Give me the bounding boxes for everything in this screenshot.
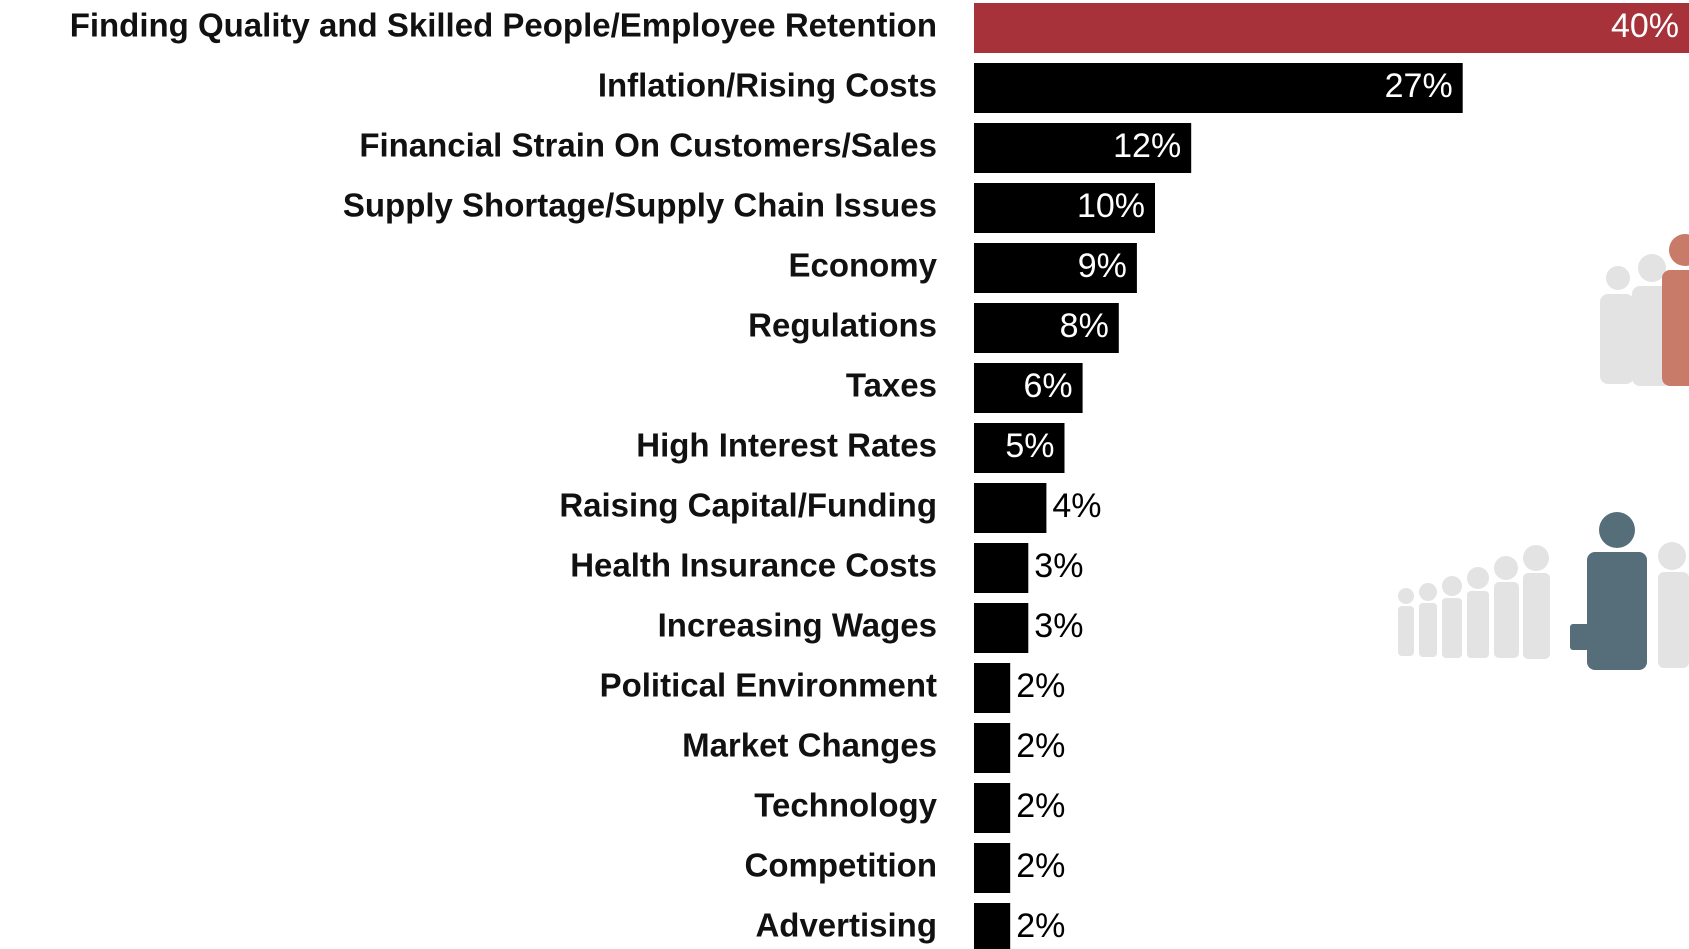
- bar: [974, 183, 1155, 233]
- category-label: Raising Capital/Funding: [559, 487, 937, 524]
- value-label: 27%: [1385, 67, 1453, 105]
- workers-icon-top: [1600, 234, 1689, 386]
- bar: [974, 363, 1083, 413]
- bar: [974, 843, 1011, 893]
- bar: [974, 903, 1011, 949]
- category-label: Health Insurance Costs: [570, 547, 937, 584]
- category-label: Competition: [745, 847, 937, 884]
- category-label: Political Environment: [600, 667, 937, 704]
- category-label: Supply Shortage/Supply Chain Issues: [343, 187, 937, 224]
- bar: [974, 123, 1192, 173]
- bar: [974, 543, 1029, 593]
- bar: [974, 243, 1137, 293]
- bar: [974, 3, 1689, 53]
- value-label: 4%: [1052, 487, 1101, 525]
- value-label: 3%: [1034, 607, 1083, 645]
- bar: [974, 783, 1011, 833]
- bar: [974, 723, 1011, 773]
- category-label: Market Changes: [682, 727, 937, 764]
- category-label: High Interest Rates: [636, 427, 937, 464]
- bar: [974, 63, 1463, 113]
- bar: [974, 603, 1029, 653]
- category-label: Financial Strain On Customers/Sales: [359, 127, 937, 164]
- bar: [974, 423, 1065, 473]
- value-label: 3%: [1034, 547, 1083, 585]
- value-label: 2%: [1016, 907, 1065, 945]
- bar: [974, 483, 1047, 533]
- value-label: 40%: [1611, 7, 1679, 45]
- category-label: Technology: [754, 787, 937, 824]
- value-label: 2%: [1016, 787, 1065, 825]
- category-label: Taxes: [846, 367, 937, 404]
- value-label: 8%: [1060, 307, 1109, 345]
- value-label: 12%: [1113, 127, 1181, 165]
- bar: [974, 663, 1011, 713]
- bar: [974, 303, 1119, 353]
- workers-icon-bottom: [1398, 512, 1689, 670]
- category-label: Regulations: [748, 307, 937, 344]
- value-label: 10%: [1077, 187, 1145, 225]
- category-label: Increasing Wages: [658, 607, 937, 644]
- category-label: Finding Quality and Skilled People/Emplo…: [70, 7, 937, 44]
- value-label: 2%: [1016, 667, 1065, 705]
- category-label: Economy: [788, 247, 937, 284]
- category-label: Advertising: [755, 907, 937, 944]
- category-label: Inflation/Rising Costs: [598, 67, 937, 104]
- value-label: 6%: [1023, 367, 1072, 405]
- value-label: 2%: [1016, 727, 1065, 765]
- value-label: 9%: [1078, 247, 1127, 285]
- value-label: 5%: [1005, 427, 1054, 465]
- value-label: 2%: [1016, 847, 1065, 885]
